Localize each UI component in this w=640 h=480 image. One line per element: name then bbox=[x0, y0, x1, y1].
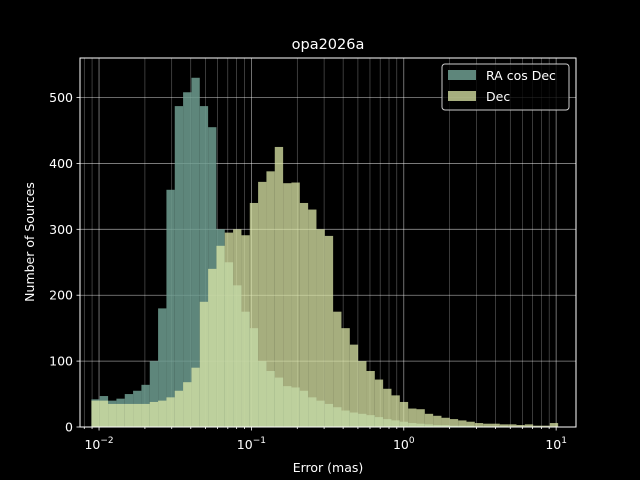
legend-swatch-ra-cos-dec bbox=[448, 70, 476, 80]
histogram-bar bbox=[249, 202, 259, 427]
histogram-bar bbox=[141, 403, 150, 427]
histogram-bar bbox=[366, 370, 375, 427]
legend-label-dec: Dec bbox=[486, 89, 510, 104]
histogram-bar bbox=[316, 229, 325, 427]
histogram-bar bbox=[374, 379, 384, 427]
histogram-bar bbox=[108, 403, 117, 427]
histogram-bar bbox=[291, 182, 300, 427]
histogram-bar bbox=[274, 146, 284, 427]
histogram-bar bbox=[516, 425, 525, 427]
histogram-bars bbox=[91, 77, 559, 428]
histogram-bar bbox=[333, 311, 342, 427]
histogram-bar bbox=[266, 171, 275, 427]
y-tick-label: 400 bbox=[49, 156, 73, 171]
histogram-bar bbox=[483, 423, 492, 427]
series-dec bbox=[91, 146, 559, 427]
histogram-bar bbox=[283, 183, 292, 427]
histogram-bar bbox=[391, 395, 400, 427]
y-tick-label: 500 bbox=[49, 90, 73, 105]
histogram-bar bbox=[399, 401, 409, 427]
histogram-bar bbox=[124, 403, 134, 427]
histogram-bar bbox=[224, 232, 234, 427]
histogram-bar bbox=[441, 417, 450, 427]
legend-label-ra-cos-dec: RA cos Dec bbox=[486, 68, 556, 83]
histogram-bar bbox=[358, 361, 367, 427]
histogram-bar bbox=[208, 268, 217, 427]
histogram-bar bbox=[424, 413, 434, 427]
y-tick-label: 100 bbox=[49, 354, 73, 369]
histogram-bar bbox=[191, 367, 200, 427]
histogram-bar bbox=[133, 403, 142, 427]
histogram-bar bbox=[458, 420, 467, 427]
histogram-bar bbox=[183, 92, 192, 427]
histogram-bar bbox=[158, 400, 167, 427]
histogram-bar bbox=[116, 403, 125, 427]
x-tick-label: 10−1 bbox=[237, 436, 266, 452]
histogram-bar bbox=[541, 425, 550, 427]
x-axis-label: Error (mas) bbox=[293, 460, 364, 475]
histogram-bar bbox=[191, 77, 200, 428]
histogram-bar bbox=[149, 361, 159, 427]
histogram-bar bbox=[99, 400, 109, 427]
histogram-bar bbox=[299, 202, 309, 427]
histogram-bar bbox=[408, 408, 417, 427]
histogram-bar bbox=[349, 344, 359, 427]
x-tick-label: 100 bbox=[393, 436, 415, 452]
histogram-bar bbox=[91, 400, 100, 427]
histogram-bar bbox=[233, 229, 242, 427]
histogram-bar bbox=[241, 235, 250, 427]
histogram-bar bbox=[474, 423, 484, 427]
histogram-bar bbox=[466, 421, 475, 427]
histogram-bar bbox=[499, 424, 509, 427]
histogram-bar bbox=[174, 106, 184, 428]
x-tick-label: 101 bbox=[545, 436, 567, 452]
histogram-bar bbox=[549, 423, 559, 427]
histogram-bar bbox=[158, 308, 167, 427]
histogram-bar bbox=[524, 424, 534, 427]
x-tick-label: 10−2 bbox=[84, 436, 113, 452]
legend: RA cos Dec Dec bbox=[441, 63, 570, 111]
histogram-bar bbox=[491, 423, 500, 427]
axis-ticks: 0 100 200 300 400 500 10−2 10−1 100 101 bbox=[49, 90, 567, 452]
histogram-bar bbox=[449, 419, 459, 427]
histogram-bar bbox=[508, 424, 517, 427]
y-tick-label: 0 bbox=[65, 420, 73, 435]
histogram-bar bbox=[433, 415, 442, 427]
histogram-bar bbox=[324, 235, 334, 427]
histogram-bar bbox=[533, 425, 542, 427]
y-tick-label: 300 bbox=[49, 222, 73, 237]
histogram-bar bbox=[199, 301, 209, 427]
histogram-bar bbox=[308, 209, 317, 427]
histogram-bar bbox=[183, 382, 192, 427]
histogram-bar bbox=[341, 328, 350, 427]
histogram-bar bbox=[166, 397, 175, 427]
histogram-bar bbox=[166, 189, 175, 427]
histogram-bar bbox=[416, 409, 425, 427]
plot-frame bbox=[79, 57, 577, 428]
chart-title: opa2026a bbox=[292, 37, 365, 53]
histogram-bar bbox=[174, 390, 184, 427]
histogram-bar bbox=[149, 401, 159, 427]
histogram-bar bbox=[383, 388, 392, 427]
histogram-bar bbox=[199, 106, 209, 428]
y-axis-label: Number of Sources bbox=[22, 182, 37, 302]
legend-swatch-dec bbox=[448, 91, 476, 101]
y-tick-label: 200 bbox=[49, 288, 73, 303]
histogram-bar bbox=[258, 181, 267, 427]
histogram-bar bbox=[216, 245, 225, 427]
